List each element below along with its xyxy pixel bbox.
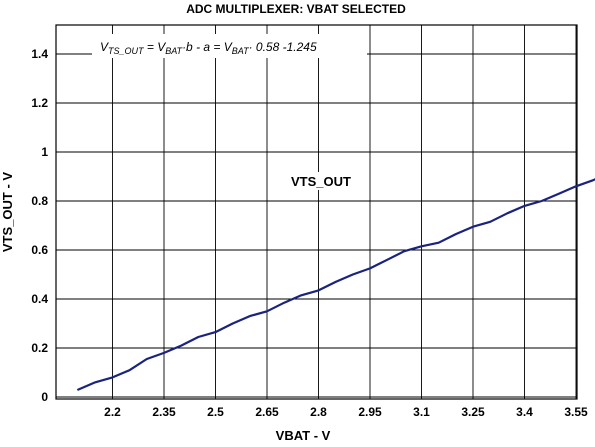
x-tick-label: 3.55 — [564, 405, 588, 419]
y-axis-ticks: 0 0.2 0.4 0.6 0.8 1 1.2 1.4 — [31, 47, 48, 404]
y-tick-label: 0 — [41, 390, 48, 404]
equation-bat-subscript-2: BAT — [232, 46, 250, 56]
x-tick-label: 2.8 — [310, 405, 327, 419]
y-tick-label: 0.8 — [31, 194, 48, 208]
equation-background — [92, 34, 367, 58]
equation-part3: · 0.58 -1.245 — [249, 40, 317, 54]
x-tick-label: 2.95 — [358, 405, 382, 419]
x-tick-label: 2.5 — [207, 405, 224, 419]
series-label: VTS_OUT — [291, 174, 351, 189]
series-line-0 — [77, 178, 595, 391]
x-tick-label: 3.25 — [461, 405, 485, 419]
equation-v: V — [100, 40, 109, 54]
y-tick-label: 0.2 — [31, 341, 48, 355]
equation-ts-out-subscript: TS_OUT — [108, 46, 145, 56]
series-group — [77, 178, 595, 391]
equation-part2: ·b - a = V — [182, 40, 233, 54]
equation-bat-subscript: BAT — [165, 46, 183, 56]
chart-title: ADC MULTIPLEXER: VBAT SELECTED — [186, 2, 406, 16]
x-axis-label: VBAT - V — [276, 428, 331, 443]
x-tick-label: 2.65 — [255, 405, 279, 419]
y-tick-label: 0.4 — [31, 292, 48, 306]
y-tick-label: 1.4 — [31, 47, 48, 61]
grid — [56, 25, 577, 399]
x-tick-label: 3.1 — [413, 405, 430, 419]
series-label-background — [284, 172, 356, 190]
x-tick-label: 2.35 — [152, 405, 176, 419]
plot-area-frame — [55, 24, 578, 400]
y-axis-label: VTS_OUT - V — [0, 172, 15, 253]
equation-annotation: VTS_OUT = VBAT·b - a = VBAT· 0.58 -1.245 — [100, 40, 317, 56]
x-tick-label: 3.4 — [516, 405, 533, 419]
y-tick-label: 0.6 — [31, 243, 48, 257]
y-tick-label: 1.2 — [31, 96, 48, 110]
y-tick-label: 1 — [41, 145, 48, 159]
equation-part1: = V — [144, 40, 167, 54]
x-axis-ticks: 2.22.352.52.652.82.953.13.253.43.553.73.… — [104, 405, 588, 419]
x-tick-label: 2.2 — [104, 405, 121, 419]
